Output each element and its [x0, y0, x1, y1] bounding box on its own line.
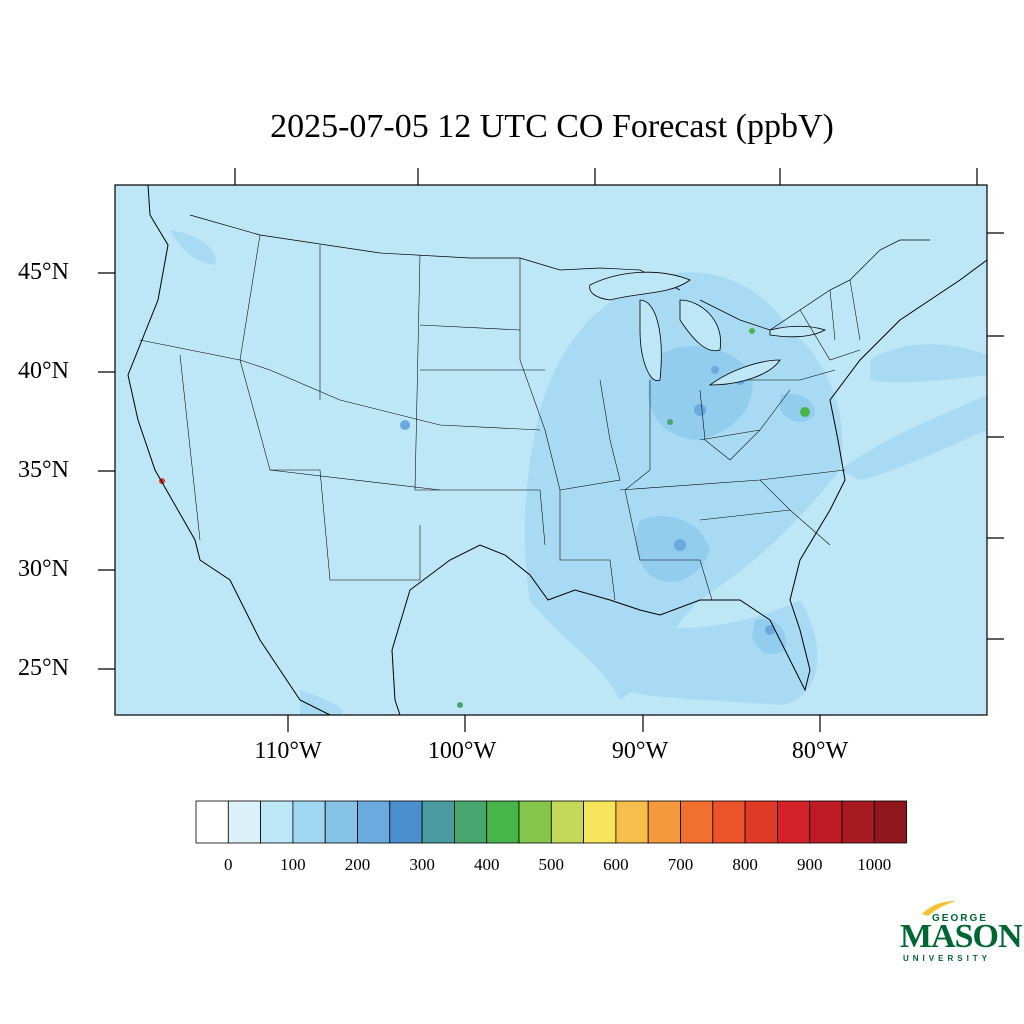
- lon-label: 100°W: [427, 738, 497, 764]
- colorbar-swatch: [357, 800, 391, 844]
- colorbar-swatch: [841, 800, 875, 844]
- co-forecast-map: [98, 168, 1004, 732]
- lat-label: 30°N: [18, 556, 69, 582]
- colorbar-swatch: [680, 800, 714, 844]
- colorbar-tick-label: 500: [538, 855, 565, 874]
- colorbar-swatch: [324, 800, 358, 844]
- co-field-100-band: [170, 230, 987, 715]
- gmu-logo: GEORGE MASON UNIVERSITY: [898, 900, 1023, 970]
- lat-label: 40°N: [18, 358, 69, 384]
- map-ticks: [98, 168, 1004, 732]
- map-frame: [114, 184, 988, 716]
- lat-label: 35°N: [18, 457, 69, 483]
- colorbar-swatch: [615, 800, 649, 844]
- colorbar-swatch: [712, 800, 746, 844]
- colorbar-tick-label: 100: [280, 855, 306, 874]
- colorbar-swatch: [195, 800, 229, 844]
- logo-swoosh-icon: [922, 901, 956, 916]
- colorbar-tick-label: 400: [473, 855, 500, 874]
- colorbar-swatch: [550, 800, 584, 844]
- logo-mason: MASON: [900, 918, 1023, 955]
- colorbar-swatch: [292, 800, 326, 844]
- lon-label: 80°W: [791, 738, 849, 764]
- lon-label: 90°W: [611, 738, 669, 764]
- colorbar: [195, 800, 907, 844]
- colorbar-swatch: [777, 800, 811, 844]
- colorbar-swatch: [583, 800, 617, 844]
- colorbar-swatch: [518, 800, 552, 844]
- co-hotspots: [159, 328, 810, 708]
- colorbar-tick-label: 1000: [857, 855, 892, 874]
- colorbar-tick-label: 900: [796, 855, 823, 874]
- colorbar-tick-label: 800: [732, 855, 758, 874]
- colorbar-swatch: [809, 800, 843, 844]
- map-title: 2025-07-05 12 UTC CO Forecast (ppbV): [270, 108, 834, 145]
- colorbar-tick-label: 0: [224, 855, 233, 874]
- state-borders: [139, 234, 861, 601]
- coastline: [127, 185, 987, 715]
- colorbar-swatch: [389, 800, 423, 844]
- colorbar-tick-label: 200: [344, 855, 371, 874]
- colorbar-swatch: [486, 800, 520, 844]
- colorbar-tick-label: 600: [603, 855, 629, 874]
- colorbar-swatch: [647, 800, 681, 844]
- logo-george: GEORGE: [932, 913, 988, 924]
- colorbar-swatch: [260, 800, 294, 844]
- great-lakes: [589, 271, 827, 386]
- colorbar-swatch: [453, 800, 488, 844]
- lat-label: 45°N: [18, 259, 69, 285]
- colorbar-swatch: [873, 800, 907, 844]
- colorbar-swatch: [744, 800, 778, 844]
- colorbar-swatch: [421, 800, 455, 844]
- logo-university: UNIVERSITY: [903, 954, 992, 963]
- colorbar-swatch: [227, 800, 261, 844]
- lat-label: 25°N: [18, 655, 69, 681]
- lon-label: 110°W: [254, 738, 322, 764]
- colorbar-tick-label: 700: [667, 855, 694, 874]
- colorbar-tick-label: 300: [409, 855, 435, 874]
